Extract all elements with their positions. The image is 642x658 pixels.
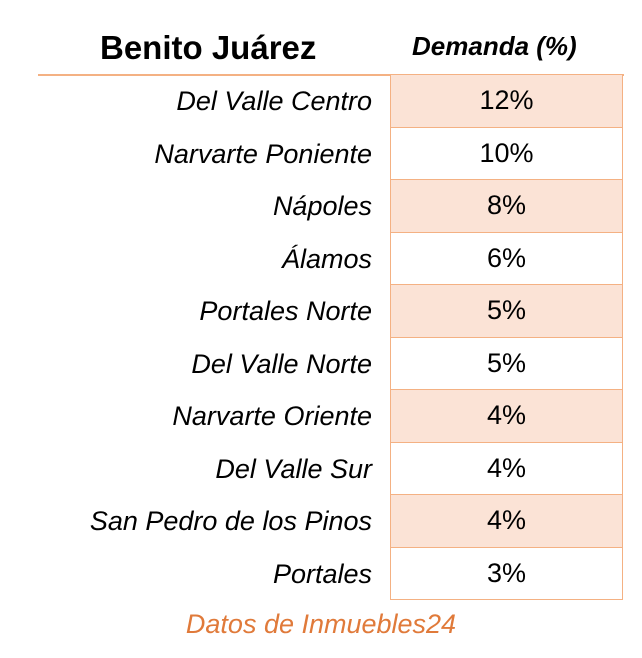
- demand-table: Del Valle Centro 12% Narvarte Poniente 1…: [0, 75, 642, 600]
- neighborhood-name: San Pedro de los Pinos: [89, 506, 372, 536]
- neighborhood-name: Álamos: [281, 243, 372, 274]
- table-row: Portales 3%: [0, 547, 642, 600]
- table-row: Del Valle Sur 4%: [0, 442, 642, 495]
- demand-value: 8%: [390, 180, 623, 233]
- table-title: Benito Juárez: [100, 29, 317, 66]
- demand-value: 10%: [390, 127, 623, 180]
- source-note: Datos de Inmuebles24: [185, 609, 457, 639]
- neighborhood-name: Del Valle Norte: [191, 348, 372, 379]
- neighborhood-name: Portales Norte: [199, 296, 372, 326]
- demand-value: 4%: [390, 495, 623, 548]
- column-header-demand: Demanda (%): [412, 31, 577, 61]
- demand-value: 4%: [390, 390, 623, 443]
- demand-value: 3%: [390, 547, 623, 600]
- neighborhood-name: Del Valle Centro: [176, 86, 372, 116]
- neighborhood-name: Narvarte Oriente: [172, 401, 372, 431]
- table-row: Narvarte Oriente 4%: [0, 390, 642, 443]
- demand-value: 6%: [390, 232, 623, 285]
- neighborhood-name: Portales: [272, 558, 372, 589]
- table-row: Portales Norte 5%: [0, 285, 642, 338]
- demand-value: 5%: [390, 285, 623, 338]
- table-row: Álamos 6%: [0, 232, 642, 285]
- table-row: Del Valle Norte 5%: [0, 337, 642, 390]
- table-row: San Pedro de los Pinos 4%: [0, 495, 642, 548]
- header-divider: [38, 74, 624, 76]
- table-row: Nápoles 8%: [0, 180, 642, 233]
- demand-value: 12%: [390, 75, 623, 128]
- demand-value: 4%: [390, 442, 623, 495]
- table-row: Narvarte Poniente 10%: [0, 127, 642, 180]
- demand-value: 5%: [390, 337, 623, 390]
- neighborhood-name: Del Valle Sur: [215, 453, 372, 484]
- neighborhood-name: Narvarte Poniente: [154, 138, 372, 169]
- neighborhood-name: Nápoles: [272, 191, 372, 221]
- table-row: Del Valle Centro 12%: [0, 75, 642, 128]
